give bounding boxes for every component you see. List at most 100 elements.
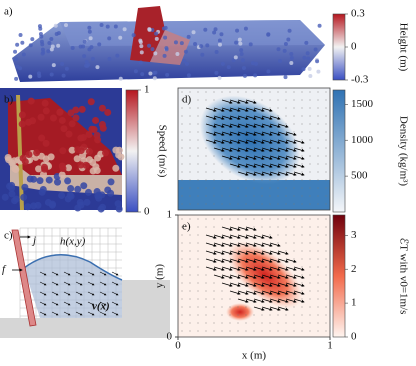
arrow	[51, 291, 59, 296]
arrow-dot	[261, 91, 263, 93]
particle	[64, 164, 72, 172]
arrow	[51, 301, 59, 306]
arrow	[237, 250, 249, 255]
arrow	[253, 242, 265, 247]
arrow	[39, 291, 47, 296]
arrow-dot	[317, 242, 319, 244]
arrow-dot	[277, 218, 279, 220]
arrow-dot	[325, 266, 327, 268]
arrow-dot	[261, 218, 263, 220]
particle	[46, 49, 51, 54]
particle	[24, 203, 32, 211]
arrow-dot	[309, 274, 311, 276]
arrow-dot	[317, 155, 319, 157]
arrow	[245, 123, 257, 128]
arrow	[205, 242, 217, 247]
arrow-dot	[221, 187, 223, 189]
arrow-dot	[181, 266, 183, 268]
particle	[99, 203, 107, 211]
particle	[82, 161, 90, 169]
arrow	[205, 107, 217, 112]
particle	[199, 44, 204, 49]
arrow-dot	[221, 218, 223, 220]
arrow-dot	[189, 147, 191, 149]
x-tick-label: 1	[327, 340, 333, 352]
arrow	[269, 298, 281, 303]
arrow-dot	[325, 258, 327, 260]
particle	[50, 44, 55, 49]
arrow-dot	[245, 322, 247, 324]
arrow-dot	[293, 195, 295, 197]
arrow-dot	[317, 203, 319, 205]
arrow-dot	[181, 242, 183, 244]
arrow-dot	[285, 187, 287, 189]
arrow-dot	[309, 242, 311, 244]
particle	[214, 70, 219, 75]
particle	[105, 24, 110, 29]
arrow-dot	[181, 155, 183, 157]
particle	[45, 176, 53, 184]
arrow	[253, 282, 265, 287]
particle	[76, 198, 84, 206]
arrow-dot	[213, 171, 215, 173]
arrow	[229, 234, 241, 239]
arrow	[261, 306, 273, 311]
arrow-dot	[285, 99, 287, 101]
arrow-dot	[253, 195, 255, 197]
arrow	[213, 242, 225, 247]
arrow-dot	[197, 226, 199, 228]
particle	[306, 56, 311, 61]
arrow-dot	[309, 115, 311, 117]
arrow-dot	[317, 226, 319, 228]
arrow-dot	[181, 322, 183, 324]
particle	[25, 151, 33, 159]
particle	[193, 41, 198, 46]
arrow	[111, 281, 119, 286]
arrow	[269, 250, 281, 255]
particle	[56, 108, 64, 116]
arrow	[277, 290, 289, 295]
arrow	[253, 298, 265, 303]
arrow-dot	[277, 179, 279, 181]
arrow	[111, 311, 119, 316]
arrow	[87, 271, 95, 276]
arrow-dot	[285, 115, 287, 117]
x-tick-label: 0	[175, 340, 181, 352]
arrow-dot	[229, 330, 231, 332]
arrow-dot	[309, 139, 311, 141]
arrow	[261, 115, 273, 120]
arrow	[261, 107, 273, 112]
colorbar	[332, 214, 346, 338]
particle	[38, 134, 46, 142]
arrow-dot	[229, 187, 231, 189]
arrow	[261, 131, 273, 136]
arrow-dot	[269, 234, 271, 236]
arrow	[269, 274, 281, 279]
arrow	[237, 115, 249, 120]
particle	[87, 29, 92, 34]
particle	[213, 27, 218, 32]
particle	[231, 58, 236, 63]
arrow-dot	[301, 250, 303, 252]
arrow-dot	[245, 306, 247, 308]
arrow-dot	[197, 91, 199, 93]
particle	[315, 59, 320, 64]
arrow	[253, 155, 265, 160]
arrow-dot	[325, 290, 327, 292]
arrow	[111, 271, 119, 276]
arrow	[221, 131, 233, 136]
arrow-dot	[325, 298, 327, 300]
particle	[107, 36, 112, 41]
arrow	[237, 131, 249, 136]
particle	[138, 60, 143, 65]
arrow	[277, 282, 289, 287]
arrow-dot	[189, 314, 191, 316]
arrow	[277, 139, 289, 144]
particle	[58, 116, 66, 124]
arrow	[253, 306, 265, 311]
particle	[234, 40, 239, 45]
annotation: j	[31, 235, 36, 247]
arrow-dot	[261, 322, 263, 324]
arrow-dot	[213, 330, 215, 332]
